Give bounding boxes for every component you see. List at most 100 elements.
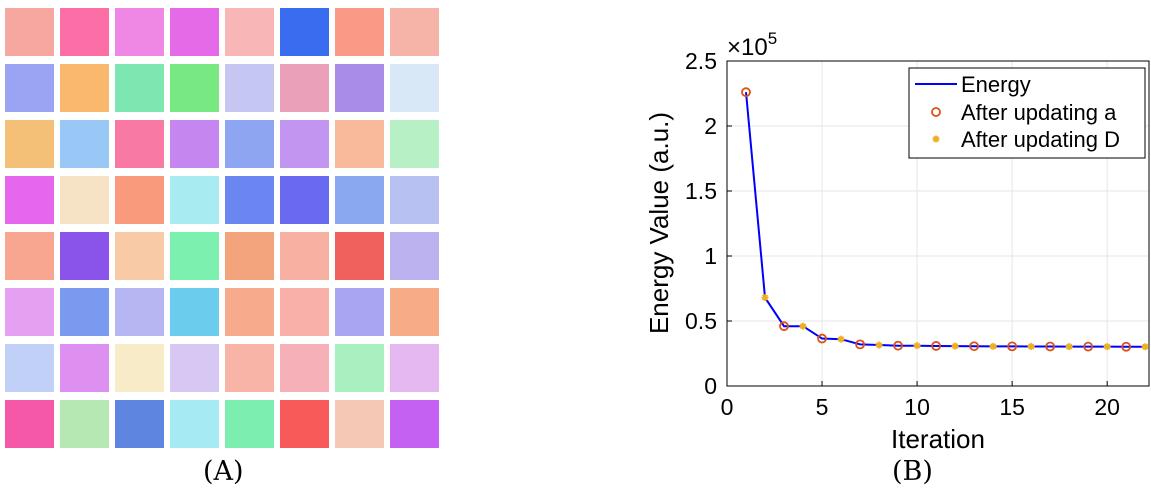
marker-after-updating-d [951, 342, 959, 350]
y-tick-label: 0.5 [685, 308, 717, 334]
marker-after-updating-d [799, 322, 807, 330]
x-tick-label: 10 [904, 394, 930, 420]
patch-tile [170, 64, 219, 112]
energy-line [745, 92, 1146, 348]
marker-after-updating-a [969, 341, 980, 352]
marker-after-updating-a [779, 321, 789, 332]
x-tick-label: 5 [816, 394, 829, 420]
patch-tile [60, 176, 109, 224]
patch-tile [115, 176, 164, 224]
marker-after-updating-d [913, 342, 921, 350]
marker-after-updating-d [1103, 343, 1111, 351]
patch-tile [225, 120, 274, 168]
y-scale-power: 5 [768, 29, 777, 48]
marker-after-updating-a [1007, 341, 1018, 352]
y-tick-label: 1 [704, 243, 717, 269]
patch-tile [225, 232, 274, 280]
legend-d-swatch [932, 135, 940, 143]
patch-tile [60, 344, 109, 392]
caption-b: (B) [892, 456, 933, 487]
patch-tile [225, 8, 274, 56]
patch-tile [335, 288, 384, 336]
patch-tile [390, 288, 439, 336]
patch-tile [280, 8, 329, 56]
patch-tile [280, 64, 329, 112]
patch-tile [335, 120, 384, 168]
patch-tile [280, 288, 329, 336]
legend-label: Energy [961, 72, 1031, 97]
patch-tile [60, 232, 109, 280]
marker-after-updating-d [989, 342, 997, 350]
x-axis-label: Iteration [891, 424, 985, 454]
dictionary-patch-mosaic [5, 8, 445, 450]
patch-tile [5, 120, 54, 168]
patch-tile [170, 400, 219, 448]
patch-tile [5, 8, 54, 56]
patch-tile [280, 344, 329, 392]
patch-tile [225, 344, 274, 392]
marker-after-updating-a [1083, 341, 1094, 352]
legend-a-swatch [931, 107, 941, 117]
y-axis-label: Energy Value (a.u.) [644, 112, 674, 334]
patch-tile [60, 120, 109, 168]
patch-tile [170, 344, 219, 392]
y-tick-label: 2 [704, 113, 717, 139]
patch-tile [115, 8, 164, 56]
patch-tile [60, 288, 109, 336]
plot-frame [726, 60, 1150, 387]
y-tick-label: 2.5 [685, 48, 717, 74]
patch-tile [335, 8, 384, 56]
patch-tile [335, 176, 384, 224]
patch-tile [335, 232, 384, 280]
legend-label: After updating D [961, 127, 1120, 152]
marker-after-updating-a [931, 341, 941, 351]
patch-tile [5, 232, 54, 280]
patch-tile [390, 64, 439, 112]
patch-tile [5, 64, 54, 112]
patch-tile [5, 176, 54, 224]
patch-tile [5, 288, 54, 336]
patch-tile [390, 344, 439, 392]
patch-tile [280, 176, 329, 224]
panel-a: (A) [0, 0, 450, 497]
patch-tile [335, 64, 384, 112]
patch-tile [115, 400, 164, 448]
patch-tile [170, 288, 219, 336]
x-tick-label: 15 [999, 394, 1025, 420]
patch-tile [115, 232, 164, 280]
patch-tile [225, 176, 274, 224]
patch-tile [280, 120, 329, 168]
y-scale-base: ×10 [727, 34, 768, 61]
patch-tile [170, 8, 219, 56]
patch-tile [170, 232, 219, 280]
marker-after-updating-a [817, 333, 827, 344]
y-scale-multiplier: ×105 [727, 29, 777, 61]
patch-tile [170, 176, 219, 224]
patch-tile [115, 288, 164, 336]
series-layer [741, 87, 1149, 352]
x-tick-label: 0 [721, 394, 734, 420]
y-tick-label: 0 [704, 373, 717, 399]
y-tick-label: 1.5 [685, 178, 717, 204]
marker-after-updating-d [1027, 342, 1035, 350]
patch-tile [60, 8, 109, 56]
patch-tile [170, 120, 219, 168]
legend-label: After updating a [961, 100, 1117, 125]
patch-tile [390, 400, 439, 448]
patch-tile [115, 344, 164, 392]
marker-after-updating-d [1065, 343, 1073, 351]
marker-after-updating-d [761, 294, 769, 302]
marker-after-updating-a [893, 340, 903, 351]
patch-tile [5, 400, 54, 448]
patch-tile [225, 400, 274, 448]
patch-tile [390, 120, 439, 168]
patch-tile [225, 288, 274, 336]
caption-a: (A) [203, 456, 244, 487]
marker-after-updating-a [855, 339, 865, 350]
axis-ticks: 0 0.5 1 1.5 2 2.5 0 5 10 15 20 [685, 48, 1120, 420]
patch-tile [390, 176, 439, 224]
patch-tile [390, 8, 439, 56]
patch-tile [60, 64, 109, 112]
